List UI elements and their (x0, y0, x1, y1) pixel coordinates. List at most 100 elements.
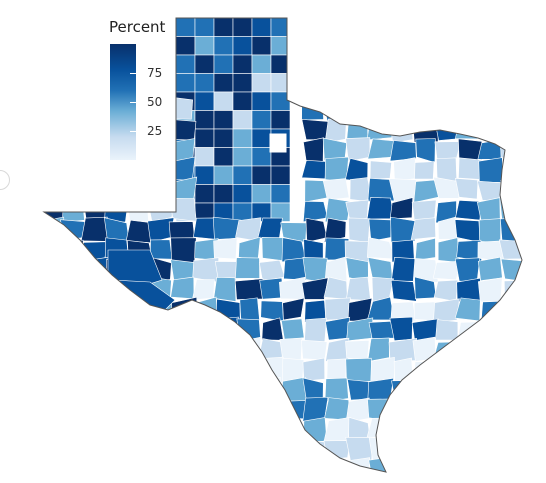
county-cell (64, 377, 87, 399)
county-cell (59, 239, 85, 263)
county-cell (61, 197, 85, 223)
county-cell (59, 276, 85, 299)
county-cell (82, 118, 108, 144)
county-cell (169, 381, 198, 400)
county-cell (498, 398, 522, 422)
county-cell (302, 377, 324, 401)
county-cell (213, 165, 234, 185)
county-cell (477, 459, 504, 472)
county-cell (367, 138, 395, 160)
county-cell (499, 456, 522, 472)
county-cell (194, 91, 215, 111)
county-cell (44, 257, 65, 283)
county-cell (194, 165, 215, 185)
county-cell (191, 279, 215, 301)
county-cell (59, 419, 87, 442)
county-cell (433, 397, 461, 423)
county-cell (80, 216, 109, 242)
county-cell (281, 376, 307, 402)
county-cell (125, 219, 152, 244)
county-cell (80, 99, 108, 124)
county-cell (388, 456, 414, 472)
county-cell (232, 18, 253, 37)
county-cell (280, 318, 305, 342)
county-cell (149, 319, 174, 342)
county-cell (345, 276, 371, 301)
county-cell (148, 457, 173, 472)
county-cell (414, 237, 436, 261)
county-cell (170, 237, 197, 264)
county-cell (324, 297, 351, 321)
county-cell (232, 54, 253, 74)
county-cell (433, 176, 460, 199)
county-cell (324, 197, 351, 223)
legend-tick-75: 75 (147, 66, 163, 80)
county-cell (213, 91, 234, 111)
county-cell (279, 400, 307, 420)
county-cell (170, 458, 196, 472)
county-cell (126, 356, 151, 380)
county-cell (521, 258, 522, 284)
county-cell (194, 184, 215, 204)
county-cell (392, 418, 417, 442)
county-cell (236, 336, 262, 364)
county-cell (283, 257, 307, 281)
county-cell (303, 417, 328, 443)
county-cell (213, 73, 234, 93)
county-cell (455, 178, 479, 200)
county-cell (237, 398, 263, 424)
county-cell (232, 110, 253, 130)
county-cell (80, 178, 108, 199)
county-cell (433, 279, 459, 302)
county-cell (191, 417, 218, 442)
county-cell (169, 156, 196, 182)
county-cell (432, 341, 458, 361)
county-cell (213, 110, 234, 130)
county-cell (322, 178, 350, 201)
county-cell (44, 216, 65, 241)
county-cell (44, 178, 66, 202)
county-cell (415, 138, 436, 163)
county-cell (322, 101, 349, 123)
county-cell (168, 320, 198, 343)
county-cell (213, 36, 234, 56)
county-cell (480, 300, 504, 320)
county-cell (270, 165, 291, 185)
county-cell (391, 397, 417, 421)
county-cell (413, 438, 437, 461)
county-cell (232, 184, 253, 204)
county-cell (526, 178, 546, 202)
county-cell (476, 358, 503, 382)
legend-tick-50: 50 (147, 95, 163, 109)
county-cell (434, 378, 458, 400)
county-cell (44, 116, 63, 141)
county-cell (523, 119, 546, 142)
county-cell (435, 319, 459, 341)
county-cell (44, 298, 66, 321)
county-cell (478, 437, 503, 461)
county-cell (454, 257, 481, 283)
county-cell (61, 340, 87, 362)
county-cell (479, 418, 505, 440)
county-cell (44, 317, 64, 341)
county-cell (521, 199, 522, 224)
county-cell (44, 98, 64, 122)
county-cell (436, 437, 462, 460)
county-cell (44, 378, 64, 400)
county-cell (477, 256, 503, 282)
county-cell (366, 117, 393, 141)
county-cell (499, 361, 522, 382)
county-cell (194, 147, 215, 167)
county-cell (44, 420, 63, 441)
county-cell (82, 379, 107, 402)
county-cell (524, 379, 546, 399)
county-cell (324, 377, 349, 403)
county-cell (523, 238, 546, 262)
county-cell (44, 399, 65, 422)
county-cell (215, 360, 241, 380)
county-cell (175, 73, 196, 93)
county-cell (367, 98, 393, 123)
county-cell (454, 98, 482, 119)
county-cell (390, 216, 417, 244)
county-cell (499, 197, 522, 220)
